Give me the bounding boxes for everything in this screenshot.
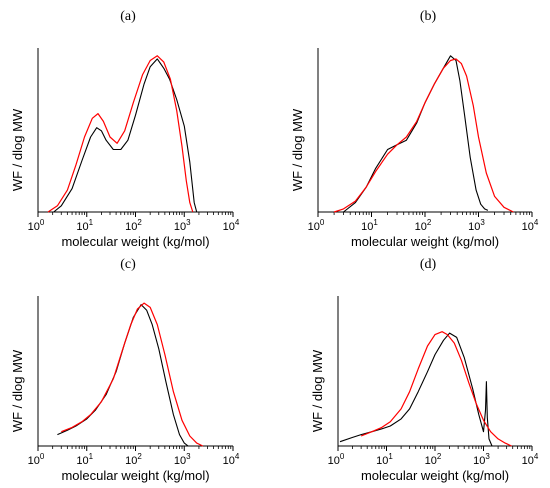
y-axis-title: WF / dlog MW [310, 349, 325, 432]
y-axis-title: WF / dlog MW [10, 108, 25, 191]
series-line-model [360, 331, 512, 447]
x-tick-label: 104 [522, 452, 539, 467]
panel-label: (d) [420, 257, 437, 272]
x-tick-label: 101 [76, 452, 93, 467]
x-axis-title: molecular weight (kg/mol) [361, 468, 509, 483]
x-tick-label: 102 [125, 218, 142, 233]
chart-panel-d: (d) 100 101 102 103 104 molecular weight (kg/m… [310, 257, 539, 483]
x-axis-title: molecular weight (kg/mol) [61, 468, 209, 483]
series-line-model [333, 58, 514, 213]
chart-panel-b: (b) 100 101 102 103 104 molecular weight (kg/m… [290, 9, 539, 249]
chart-panel-a: (a) 100 101 102 103 104 molecular weight (kg/m… [10, 9, 240, 249]
x-tick-label: 103 [174, 218, 191, 233]
series-line-model [61, 302, 204, 447]
x-tick-label: 103 [473, 452, 490, 467]
x-tick-label: 102 [415, 218, 432, 233]
x-tick-label: 104 [522, 218, 539, 233]
chart-panel-c: (c) 100 101 102 103 104 molecular weight (kg/m… [10, 257, 240, 483]
x-tick-label: 103 [174, 452, 191, 467]
x-axis-title: molecular weight (kg/mol) [351, 234, 499, 249]
x-tick-label: 104 [223, 452, 240, 467]
x-tick-label: 101 [376, 452, 393, 467]
panel-label: (a) [120, 9, 136, 24]
x-tick-label: 100 [28, 452, 45, 467]
panel-label: (b) [420, 9, 437, 24]
series-line-model [47, 55, 194, 213]
x-tick-label: 101 [76, 218, 93, 233]
panel-label: (c) [120, 257, 136, 272]
series-line-measured [53, 58, 198, 213]
y-axis-title: WF / dlog MW [290, 108, 305, 191]
x-tick-label: 102 [125, 452, 142, 467]
x-tick-label: 100 [328, 452, 345, 467]
series-line-measured [339, 332, 493, 447]
x-tick-label: 100 [308, 218, 325, 233]
x-tick-label: 103 [468, 218, 485, 233]
x-tick-label: 102 [425, 452, 442, 467]
x-tick-label: 104 [223, 218, 240, 233]
y-axis-title: WF / dlog MW [10, 349, 25, 432]
x-axis-title: molecular weight (kg/mol) [61, 234, 209, 249]
x-tick-label: 101 [361, 218, 378, 233]
x-tick-label: 100 [28, 218, 45, 233]
